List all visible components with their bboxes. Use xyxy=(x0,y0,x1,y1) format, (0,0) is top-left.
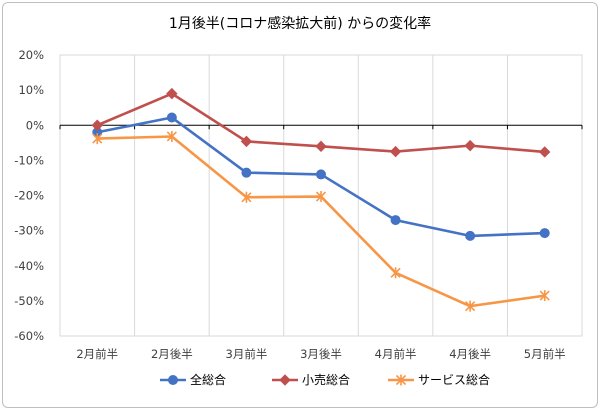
legend-marker xyxy=(168,375,178,385)
data-point xyxy=(539,228,550,239)
y-tick-label: 10% xyxy=(18,83,44,97)
x-tick-label: 2月前半 xyxy=(76,347,118,361)
y-tick-label: -50% xyxy=(14,294,44,308)
data-point xyxy=(390,267,401,279)
data-point xyxy=(166,112,177,123)
series-1 xyxy=(92,112,550,241)
data-point xyxy=(539,146,551,158)
data-point xyxy=(315,191,327,203)
data-point xyxy=(240,135,253,148)
x-tick-label: 3月前半 xyxy=(226,347,268,361)
y-tick-label: -60% xyxy=(14,329,44,343)
x-tick-label: 4月前半 xyxy=(375,347,417,361)
data-point xyxy=(91,119,103,131)
data-point xyxy=(241,191,252,203)
legend-marker xyxy=(395,374,407,386)
x-tick-label: 4月後半 xyxy=(449,347,491,361)
legend: 全総合 小売総合 サービス総合 xyxy=(160,372,490,387)
x-tick-label: 5月前半 xyxy=(524,347,566,361)
plot-area-border xyxy=(59,54,583,337)
data-point xyxy=(166,130,177,142)
y-tick-label: -30% xyxy=(14,224,44,238)
x-tick-label: 2月後半 xyxy=(151,347,193,361)
data-point xyxy=(315,140,327,153)
y-tick-label: 20% xyxy=(18,48,44,62)
data-point xyxy=(464,139,476,152)
data-point xyxy=(241,167,252,178)
data-point xyxy=(92,133,103,145)
series-2 xyxy=(91,87,551,158)
series-3 xyxy=(92,130,550,312)
chart-title: 1月後半(コロナ感染拡大前) からの変化率 xyxy=(169,15,431,32)
series-lines xyxy=(91,87,551,312)
data-point xyxy=(390,215,401,226)
gridlines xyxy=(59,54,583,337)
data-point xyxy=(465,230,476,241)
legend-item: 小売総合 xyxy=(272,372,350,387)
y-tick-label: 0% xyxy=(26,118,44,132)
data-point xyxy=(166,87,178,100)
legend-label: 小売総合 xyxy=(302,372,350,387)
axes: 20% 10% 0% -10% -20% -30% -40% -50% -60% 2月前半 2月後半… xyxy=(14,48,583,361)
data-point xyxy=(389,145,402,158)
data-point xyxy=(539,290,550,302)
series-line xyxy=(97,135,545,308)
legend-item: 全総合 xyxy=(160,372,226,387)
data-point xyxy=(316,169,326,180)
legend-marker xyxy=(279,374,291,386)
y-tick-label: -20% xyxy=(14,189,44,203)
y-tick-label: -10% xyxy=(14,153,44,167)
legend-item: サービス総合 xyxy=(388,372,490,387)
data-point xyxy=(465,300,476,312)
y-tick-label: -40% xyxy=(14,259,44,273)
x-tick-label: 3月後半 xyxy=(300,347,342,361)
legend-label: 全総合 xyxy=(190,372,226,387)
legend-label: サービス総合 xyxy=(418,372,490,387)
